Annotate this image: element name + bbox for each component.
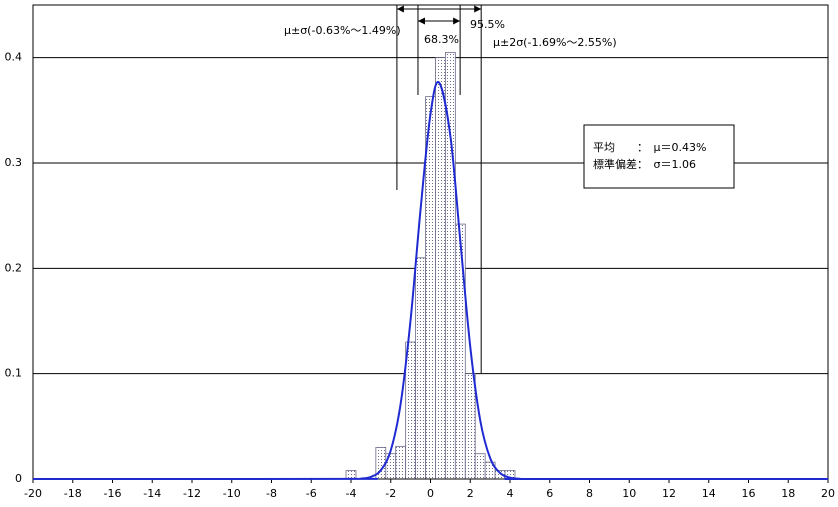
x-tick-label: -16	[104, 487, 122, 500]
y-tick-label: 0.3	[5, 156, 23, 169]
x-tick-label: -6	[306, 487, 317, 500]
bar	[454, 223, 466, 480]
bar	[395, 445, 407, 480]
x-tick-label: 20	[821, 487, 835, 500]
stats-mean: 平均 ： μ＝0.43%	[593, 141, 706, 154]
two-sigma-label: μ±2σ(-1.69%～2.55%)	[493, 36, 617, 49]
y-tick-label: 0.2	[5, 261, 23, 274]
x-tick-label: -8	[266, 487, 277, 500]
y-tick-label: 0.4	[5, 51, 23, 64]
x-tick-label: 2	[467, 487, 474, 500]
bar	[464, 373, 476, 480]
x-tick-label: -20	[24, 487, 42, 500]
x-tick-label: -14	[143, 487, 161, 500]
x-tick-label: 18	[781, 487, 795, 500]
x-tick-label: -18	[64, 487, 82, 500]
x-tick-label: -10	[223, 487, 241, 500]
bar	[435, 57, 446, 480]
x-tick-label: 6	[546, 487, 553, 500]
bar	[425, 96, 436, 480]
x-tick-label: 16	[742, 487, 756, 500]
x-tick-label: 10	[622, 487, 636, 500]
two-sigma-pct: 95.5%	[470, 18, 505, 31]
x-tick-label: 4	[507, 487, 514, 500]
x-tick-label: -12	[183, 487, 201, 500]
bar	[415, 257, 426, 480]
y-tick-label: 0	[15, 472, 22, 485]
bar	[474, 453, 486, 480]
x-tick-label: 0	[427, 487, 434, 500]
sigma-pct: 68.3%	[424, 33, 459, 46]
x-tick-label: 8	[586, 487, 593, 500]
stats-sd: 標準偏差： σ＝1.06	[593, 157, 696, 171]
stats-box	[583, 124, 735, 189]
x-tick-label: -4	[346, 487, 357, 500]
bar	[405, 341, 416, 480]
x-tick-label: 12	[662, 487, 676, 500]
normal-curve	[32, 80, 829, 481]
bars	[345, 52, 516, 480]
bar	[345, 470, 357, 480]
x-tick-label: 14	[702, 487, 716, 500]
x-tick-label: -2	[385, 487, 396, 500]
sigma-label: μ±σ(-0.63%～1.49%)	[284, 24, 401, 37]
y-tick-label: 0.1	[5, 367, 23, 380]
